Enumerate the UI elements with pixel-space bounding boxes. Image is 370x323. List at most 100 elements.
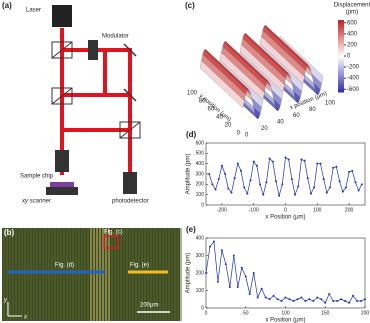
x-tick-label: 0 [284, 207, 287, 213]
label: y [3, 298, 8, 304]
colorbar-title: Displacement [334, 3, 370, 9]
label: Fig. (e) [130, 263, 149, 269]
data-point [208, 245, 211, 248]
data-point [271, 160, 274, 163]
modulator [88, 40, 98, 60]
surface-facet [199, 60, 245, 109]
colorbar-cell [338, 70, 344, 73]
colorbar-cell [338, 57, 344, 61]
objective [55, 150, 69, 172]
colorbar-cell [338, 86, 344, 89]
colorbar-cell [338, 83, 344, 86]
data-point [260, 287, 263, 290]
data-point [230, 191, 233, 194]
beam-splitter [51, 41, 73, 59]
data-point [220, 249, 223, 252]
data-point [216, 280, 219, 283]
x-axis-label: x Position (μm) [265, 215, 305, 221]
colorbar-cell [338, 84, 344, 88]
colorbar-title: (pm) [346, 10, 358, 16]
colorbar-tick-label: 400 [347, 31, 358, 37]
colorbar-cell [338, 59, 344, 62]
data-point [274, 180, 277, 183]
label: Laser [26, 8, 41, 14]
labels: (a) Laser Modulator Sample chip xy scann… [2, 1, 158, 320]
surface [199, 25, 324, 119]
panel-label: (b) [4, 228, 15, 237]
x-tick-label: 60 [293, 113, 300, 119]
label: 200μm [140, 303, 158, 309]
beam-splitter [119, 121, 141, 139]
label: Modulator [102, 34, 129, 40]
setup-diagram [46, 5, 141, 195]
colorbar-cell [338, 65, 344, 68]
colorbar-cell [338, 50, 344, 53]
colorbar-cell [338, 30, 344, 34]
beam-splitter [119, 121, 141, 139]
data-point [357, 189, 360, 192]
x-tick-label: 150 [321, 310, 330, 316]
colorbar-cell [338, 41, 344, 44]
y-tick-label: 80 [199, 98, 206, 104]
data-point [227, 187, 230, 190]
colorbar-cell [338, 52, 344, 55]
data-point [236, 162, 239, 165]
colorbar-cell [338, 61, 344, 64]
colorbar-tick-label: 600 [347, 20, 358, 26]
beam-splitter [51, 87, 73, 105]
data-point [268, 298, 271, 301]
label: photodetector [112, 199, 149, 205]
x-tick-label: 20 [261, 126, 268, 132]
data-point [246, 192, 249, 195]
data-point [290, 178, 293, 181]
y-tick-label: 400 [196, 235, 205, 241]
data-point [265, 181, 268, 184]
data-point [344, 186, 347, 189]
colorbar-cell [338, 81, 344, 84]
y-tick-label: 500 [196, 151, 205, 157]
data-point [360, 300, 363, 302]
y-tick-label: 400 [196, 161, 205, 167]
data-point [259, 183, 262, 186]
region-c [103, 235, 119, 249]
plot-frame [205, 142, 366, 206]
data-point [284, 156, 287, 159]
x-tick-label: 200 [345, 207, 354, 213]
label: Sample chip [20, 174, 54, 180]
data-point [322, 178, 325, 181]
x-tick-label: 100 [325, 100, 336, 106]
colorbar-cell [338, 88, 344, 91]
panel-label: (e) [186, 225, 196, 234]
colorbar-cell [338, 43, 344, 46]
data-point [300, 296, 303, 299]
data-point [249, 179, 252, 182]
colorbar-cell [338, 38, 344, 41]
colorbar-cell [338, 34, 344, 37]
data-point [255, 164, 258, 167]
colorbar-tick-label: -400 [347, 76, 360, 82]
axes-arrow [7, 302, 22, 317]
colorbar-cell [338, 79, 344, 82]
colorbar-tick-label: 200 [347, 43, 358, 49]
colorbar-cell [338, 25, 344, 28]
colorbar-cell [338, 36, 344, 39]
x-tick-label: 0 [245, 132, 249, 138]
data-point [332, 300, 335, 302]
data-point [313, 186, 316, 189]
y-tick-label: 40 [216, 114, 223, 120]
data-point [338, 180, 341, 183]
data-point [248, 293, 251, 295]
y-tick-label: 200 [196, 270, 205, 276]
data-point [262, 193, 265, 196]
data-point [360, 183, 363, 186]
data-point [244, 275, 247, 278]
y-tick-label: 600 [196, 140, 205, 146]
data-point [212, 240, 215, 243]
data-point [214, 188, 217, 191]
data-point [284, 296, 287, 299]
laser [52, 5, 72, 27]
data-point [239, 169, 242, 172]
data-point [208, 173, 211, 175]
data-point [348, 301, 351, 304]
micrograph [2, 228, 182, 321]
